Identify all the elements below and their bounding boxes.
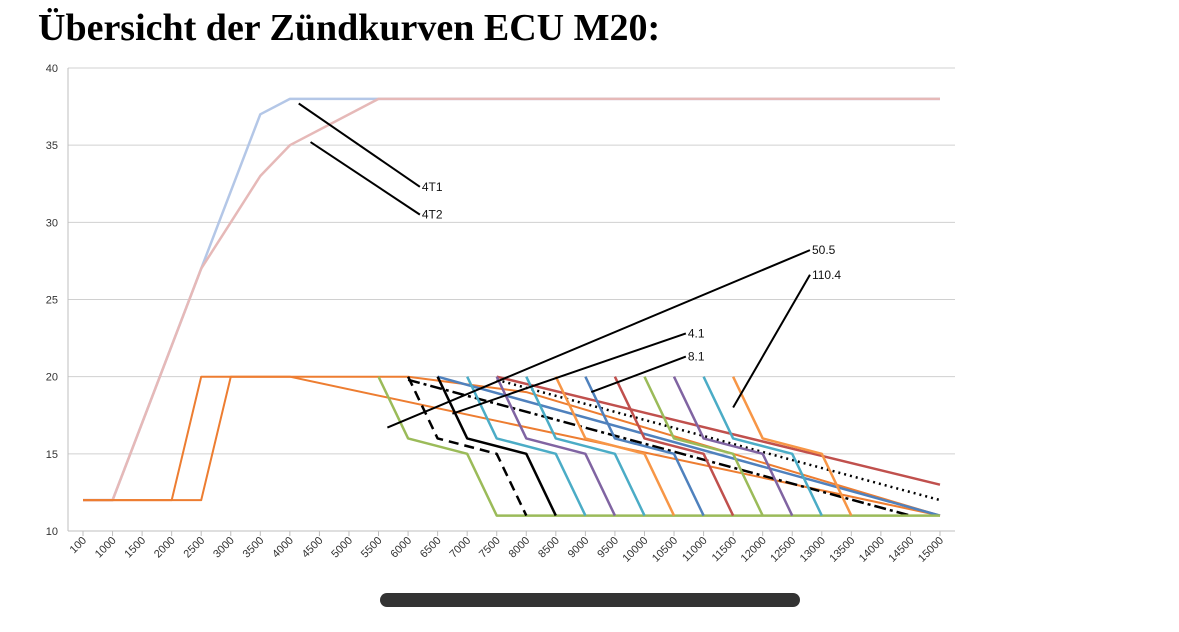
x-tick-label: 15000 <box>916 535 946 565</box>
x-tick-labels: 100 1000 1500 2000 2500 3000 3500 4000 4500 5000 5… <box>68 535 946 565</box>
series-line-16 <box>584 376 705 517</box>
page-title: Übersicht der Zündkurven ECU M20: <box>38 7 661 49</box>
x-tick-label: 10500 <box>650 535 680 565</box>
y-tick-label: 20 <box>46 372 58 384</box>
x-tick-label: 11500 <box>710 535 740 565</box>
series-line-17 <box>613 376 735 517</box>
series-line-10 <box>406 376 528 517</box>
annotation-leader <box>309 141 421 216</box>
x-tick-label: 12500 <box>768 535 798 565</box>
series-line-5 <box>496 375 941 486</box>
x-tick-label: 11000 <box>680 535 710 565</box>
x-tick-label: 8500 <box>536 535 562 561</box>
x-tick-label: 14000 <box>857 535 887 565</box>
annotation-label: 50.5 <box>812 243 836 257</box>
annotation-label: 4T1 <box>422 180 443 194</box>
y-tick-label: 40 <box>46 63 58 75</box>
series-line-14 <box>525 376 646 517</box>
x-tick-label: 13500 <box>827 535 857 565</box>
series-line-9 <box>377 376 940 517</box>
x-tick-label: 1500 <box>122 535 148 561</box>
series-line-15 <box>554 376 676 517</box>
x-tick-label: 7500 <box>477 535 503 561</box>
x-tick-label: 100 <box>68 535 89 556</box>
grid-lines <box>68 67 955 532</box>
x-tick-label: 2000 <box>152 535 178 561</box>
annotation-leader <box>590 355 687 394</box>
annotation-leader <box>452 332 687 415</box>
annotation-label: 4T2 <box>422 208 443 222</box>
x-tick-label: 5000 <box>329 535 355 561</box>
annotation-label: 8.1 <box>688 350 705 364</box>
x-tick-label: 4000 <box>270 535 296 561</box>
x-tick-label: 9000 <box>566 535 592 561</box>
series-line-18 <box>643 376 764 517</box>
annotations: 4T1 4T2 50.5 110.4 4.1 8.1 <box>298 102 841 429</box>
y-tick-label: 15 <box>46 449 58 461</box>
series-line-13 <box>495 376 617 517</box>
x-tick-label: 6000 <box>388 535 414 561</box>
x-tick-label: 8000 <box>507 535 533 561</box>
x-tick-label: 1000 <box>93 535 119 561</box>
series-line-2 <box>83 97 940 502</box>
horizontal-scrollbar[interactable] <box>380 593 800 607</box>
series-line-12 <box>466 376 587 517</box>
series-line-7 <box>496 378 941 502</box>
x-tick-label: 13000 <box>798 535 828 565</box>
y-tick-labels: 10 15 20 25 30 35 40 <box>46 63 58 538</box>
annotation-leader <box>386 249 811 429</box>
x-tick-label: 14500 <box>886 535 916 565</box>
annotation-label: 110.4 <box>812 268 841 282</box>
x-tick-label: 4500 <box>300 535 326 561</box>
y-tick-label: 10 <box>46 526 58 538</box>
series-line-19 <box>672 376 794 517</box>
y-tick-label: 35 <box>46 140 58 152</box>
annotation-leader <box>732 274 811 409</box>
y-tick-label: 25 <box>46 295 58 307</box>
y-tick-label: 30 <box>46 217 58 229</box>
series-lines <box>83 97 941 517</box>
x-tick-label: 6500 <box>418 535 444 561</box>
axes <box>67 68 955 536</box>
x-tick-label: 5500 <box>359 535 385 561</box>
annotation-leader <box>298 102 421 188</box>
x-tick-label: 10000 <box>620 535 650 565</box>
annotation-label: 4.1 <box>688 326 705 340</box>
x-tick-label: 2500 <box>182 535 208 561</box>
x-tick-label: 12000 <box>739 535 769 565</box>
x-tick-label: 3000 <box>211 535 237 561</box>
series-line-8 <box>407 378 911 517</box>
x-tick-label: 7000 <box>447 535 473 561</box>
x-tick-label: 9500 <box>595 535 621 561</box>
series-line-11 <box>436 376 557 517</box>
x-tick-label: 3500 <box>241 535 267 561</box>
series-line-20 <box>702 376 823 517</box>
series-line-21 <box>731 376 853 517</box>
series-line-6 <box>437 375 941 517</box>
